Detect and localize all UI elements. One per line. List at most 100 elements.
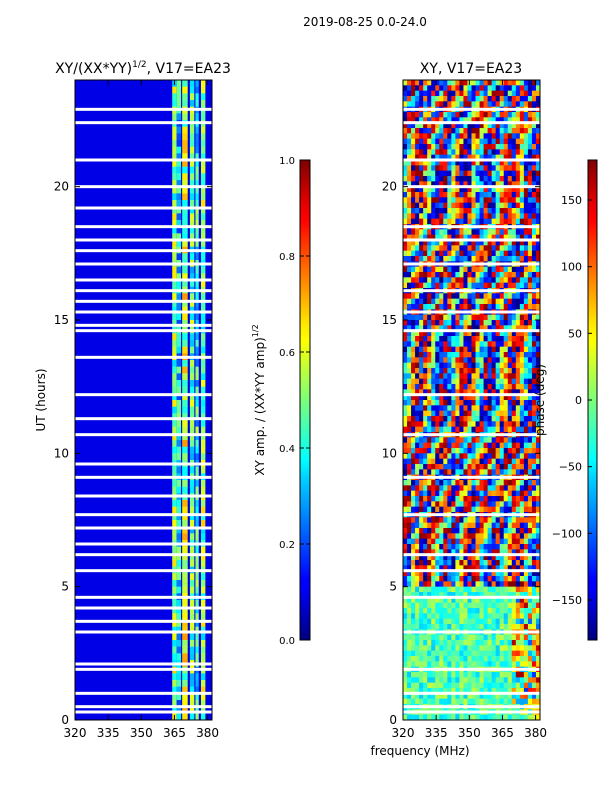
heatmap-b-cell (435, 144, 440, 150)
heatmap-b-cell (463, 250, 469, 257)
heatmap-b-cell (423, 501, 428, 508)
heatmap-b-cell (431, 405, 436, 412)
heatmap-b-cell (443, 85, 448, 92)
heatmap-b-cell (531, 208, 537, 214)
heatmap-b-cell (455, 362, 461, 369)
heatmap-b-cell (459, 714, 465, 720)
heatmap-b-cell (459, 528, 465, 534)
heatmap-b-cell (439, 90, 444, 97)
heatmap-b-cell (435, 330, 440, 337)
heatmap-b-cell (531, 213, 537, 220)
heatmap-b-cell (507, 149, 513, 156)
heatmap-b-cell (491, 576, 497, 582)
heatmap-a-cell (200, 500, 206, 508)
heatmap-a-cell (200, 653, 206, 661)
heatmap-a-cell (200, 413, 206, 421)
heatmap-b-cell (423, 85, 428, 92)
heatmap-a-cell (195, 200, 199, 208)
heatmap-b-cell (411, 240, 416, 246)
heatmap-b-cell (455, 437, 461, 444)
heatmap-b-cell (415, 458, 420, 465)
heatmap-b-cell (443, 421, 448, 428)
heatmap-b-cell (491, 400, 497, 406)
heatmap-b-cell (471, 400, 477, 406)
heatmap-b-cell (403, 181, 408, 188)
heatmap-b-cell (419, 149, 424, 156)
heatmap-b-cell (419, 266, 424, 273)
heatmap-b-cell (491, 448, 497, 454)
heatmap-b-cell (519, 501, 525, 508)
heatmap-b-cell (499, 240, 505, 246)
heatmap-b-cell (423, 192, 428, 198)
heatmap-b-cell (519, 192, 525, 198)
heatmap-b-cell (483, 378, 489, 385)
heatmap-b-cell (531, 117, 537, 124)
heatmap-b-cell (427, 453, 432, 460)
heatmap-b-cell (483, 624, 489, 630)
heatmap-a-cell (189, 386, 195, 394)
heatmap-b-cell (423, 186, 428, 193)
heatmap-b-cell (459, 581, 465, 588)
heatmap-b-cell (491, 554, 497, 561)
heatmap-b-cell (427, 496, 432, 502)
heatmap-b-cell (495, 613, 501, 620)
heatmap-b-cell (471, 85, 477, 92)
heatmap-b-cell (507, 208, 513, 214)
heatmap-b-cell (507, 405, 513, 412)
heatmap-b-cell (415, 554, 420, 561)
heatmap-b-cell (535, 325, 540, 332)
heatmap-b-cell (467, 117, 473, 124)
heatmap-b-cell (519, 325, 525, 332)
heatmap-a-cell (182, 200, 188, 208)
heatmap-b-cell (451, 80, 456, 86)
heatmap-b-cell (411, 581, 416, 588)
heatmap-b-cell (491, 96, 497, 102)
heatmap-b-cell (523, 517, 529, 524)
heatmap-b-cell (459, 240, 465, 246)
heatmap-b-cell (471, 506, 477, 513)
heatmap-b-cell (527, 320, 533, 326)
heatmap-b-cell (475, 576, 481, 582)
heatmap-b-cell (515, 293, 521, 300)
heatmap-a-cell (195, 446, 199, 454)
heatmap-b-cell (431, 645, 436, 652)
heatmap-b-cell (427, 416, 432, 422)
heatmap-b-cell (451, 698, 456, 705)
heatmap-b-cell (523, 362, 529, 369)
colorbar-b-tick-label: −100 (552, 527, 582, 540)
heatmap-b-cell (515, 272, 521, 278)
heatmap-a-gap (75, 542, 212, 546)
heatmap-b-cell (427, 528, 432, 534)
heatmap-b-cell (439, 368, 444, 374)
heatmap-b-cell (483, 357, 489, 364)
heatmap-b-cell (443, 277, 448, 284)
heatmap-b-cell (439, 650, 444, 657)
heatmap-b-cell (467, 176, 473, 182)
heatmap-b-cell (491, 661, 497, 668)
heatmap-a-cell (200, 646, 206, 654)
heatmap-b-cell (483, 650, 489, 657)
heatmap-b-cell (523, 170, 529, 177)
heatmap-b-cell (519, 714, 525, 720)
heatmap-b-cell (495, 298, 501, 305)
heatmap-b-cell (519, 117, 525, 124)
heatmap-a-gap (75, 619, 212, 623)
heatmap-b-cell (443, 645, 448, 652)
heatmap-b-cell (495, 240, 501, 246)
heatmap-a-cell (200, 386, 206, 394)
heatmap-b-cell (423, 138, 428, 145)
heatmap-b-cell (491, 138, 497, 145)
heatmap-b-cell (407, 650, 412, 657)
heatmap-b-cell (439, 293, 444, 300)
heatmap-b-cell (411, 688, 416, 694)
heatmap-a-cell (200, 293, 206, 301)
heatmap-a-gap (75, 206, 212, 210)
heatmap-b-cell (495, 549, 501, 556)
heatmap-a-cell (182, 240, 188, 248)
heatmap-b-cell (495, 586, 501, 593)
heatmap-b-cell (483, 613, 489, 620)
panel-a-xtick-label: 350 (130, 726, 153, 740)
heatmap-b-cell (435, 256, 440, 262)
heatmap-b-cell (427, 618, 432, 625)
heatmap-b-cell (531, 693, 537, 700)
